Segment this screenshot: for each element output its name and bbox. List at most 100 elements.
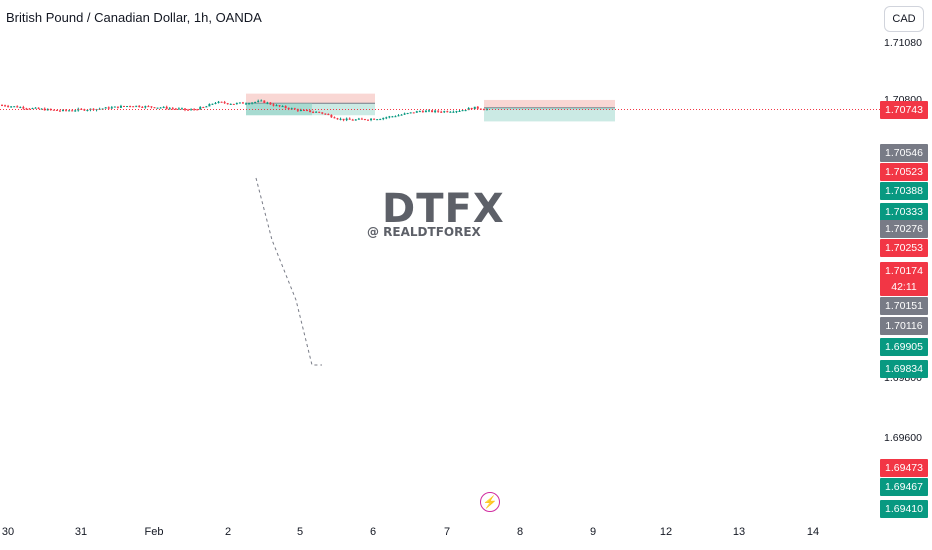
candle-body	[397, 115, 400, 117]
candle-body	[107, 107, 110, 109]
candle-body	[315, 111, 318, 113]
candle-body	[403, 113, 406, 115]
candle-body	[321, 112, 324, 114]
candle-body	[147, 106, 150, 108]
candle-body	[428, 110, 430, 112]
candle-body	[180, 108, 183, 110]
candle-body	[49, 108, 52, 110]
candle-body	[235, 103, 238, 105]
candle-body	[461, 110, 464, 112]
candle-body	[312, 111, 315, 113]
watermark-logo: DTFX	[382, 186, 505, 232]
price-label: 1.70333	[880, 203, 928, 221]
candle-body	[46, 108, 49, 111]
candle-body	[269, 102, 272, 105]
price-label: 1.70253	[880, 239, 928, 257]
currency-button[interactable]: CAD	[884, 6, 924, 32]
candle-body	[123, 105, 125, 107]
candle-body	[208, 104, 211, 107]
candle-body	[290, 108, 293, 110]
candle-body	[126, 106, 129, 108]
candle-body	[119, 105, 122, 108]
candle-body	[40, 108, 43, 110]
price-tick: 1.71080	[884, 37, 922, 49]
price-label: 1.70523	[880, 163, 928, 181]
candle-body	[31, 108, 34, 110]
candle-body	[415, 111, 418, 113]
candle-body	[309, 110, 312, 112]
candle-body	[421, 111, 424, 113]
candle-body	[171, 108, 174, 110]
candle-body	[379, 119, 382, 121]
time-tick: 12	[659, 526, 673, 538]
candle-body	[132, 106, 135, 108]
candle-body	[13, 106, 16, 108]
time-tick: 2	[224, 526, 232, 538]
candle-body	[177, 108, 180, 110]
candle-body	[150, 106, 153, 108]
candle-body	[62, 109, 64, 111]
candle-body	[367, 119, 369, 121]
economic-event-icon[interactable]: ⚡	[480, 492, 500, 512]
candle-body	[254, 101, 257, 103]
take-profit-zone[interactable]	[484, 107, 615, 122]
candle-body	[336, 118, 339, 120]
candle-body	[354, 119, 357, 121]
candle-body	[281, 106, 284, 108]
time-tick: 8	[516, 526, 524, 538]
candle-body	[284, 106, 287, 108]
candle-body	[113, 106, 116, 108]
candle-body	[55, 109, 58, 111]
candle-body	[238, 102, 241, 104]
candle-body	[226, 103, 229, 105]
candle-body	[370, 118, 373, 120]
trade-progress-area	[484, 107, 615, 110]
candle-body	[434, 110, 437, 112]
candle-body	[71, 110, 74, 112]
candle-body	[214, 102, 217, 104]
candle-body	[345, 118, 348, 121]
candle-body	[156, 107, 159, 109]
candle-body	[25, 108, 28, 110]
candle-body	[260, 100, 263, 102]
time-tick: Feb	[144, 526, 164, 538]
current-price: 1.70174	[885, 265, 923, 277]
candle-body	[43, 108, 46, 111]
candle-body	[455, 111, 458, 113]
candle-body	[446, 111, 449, 113]
candle-body	[1, 105, 3, 107]
candle-body	[190, 109, 193, 111]
candle-body	[199, 107, 202, 110]
candle-body	[318, 111, 321, 113]
trade-path-line	[255, 177, 322, 366]
candle-body	[110, 107, 113, 109]
candle-body	[357, 118, 360, 120]
candle-body	[202, 107, 205, 109]
candle-body	[65, 109, 68, 111]
price-label: 1.70151	[880, 297, 928, 315]
candle-body	[251, 102, 254, 104]
stop-loss-zone[interactable]	[484, 99, 615, 108]
candle-body	[217, 101, 220, 103]
candle-body	[376, 119, 379, 121]
candle-body	[86, 109, 89, 111]
price-label: 1.69834	[880, 360, 928, 378]
candle-body	[129, 106, 132, 108]
candle-body	[116, 106, 119, 108]
candle-body	[388, 116, 391, 118]
candle-body	[452, 111, 455, 113]
candle-body	[138, 105, 141, 108]
candle-body	[385, 117, 388, 119]
candle-body	[458, 110, 461, 112]
stop-loss-zone[interactable]	[246, 93, 375, 104]
candle-body	[7, 106, 10, 108]
price-label: 1.69410	[880, 500, 928, 518]
candle-body	[10, 106, 13, 108]
candle-body	[19, 107, 22, 109]
price-label: 1.70743	[880, 101, 928, 119]
watermark-handle: @ REALDTFOREX	[367, 225, 481, 239]
candle-body	[412, 112, 415, 114]
candle-body	[324, 113, 327, 115]
